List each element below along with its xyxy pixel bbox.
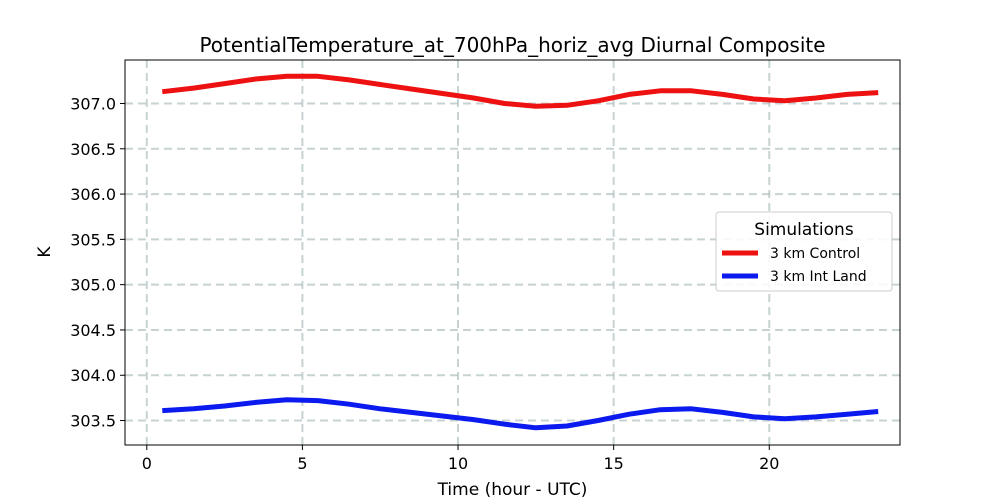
x-tick-label: 10 [448, 454, 468, 473]
series-line-control [162, 73, 879, 109]
x-tick-label: 5 [297, 454, 307, 473]
y-axis-ticks: 303.5 304.0 304.5 305.0 305.5 306.0 306.5 307.0 [70, 94, 125, 431]
legend: Simulations 3 km Control 3 km Int Land [715, 211, 893, 292]
x-axis-title: Time (hour - UTC) [437, 480, 588, 500]
legend-title: Simulations [754, 220, 854, 240]
series-lines [162, 73, 879, 431]
y-tick-label: 306.5 [70, 140, 116, 159]
y-tick-label: 305.5 [70, 230, 116, 249]
y-tick-label: 306.0 [70, 185, 116, 204]
legend-box [715, 211, 893, 292]
x-tick-label: 20 [759, 454, 779, 473]
y-tick-label: 304.5 [70, 321, 116, 340]
y-tick-label: 305.0 [70, 276, 116, 295]
legend-label-int-land: 3 km Int Land [770, 269, 867, 285]
y-tick-label: 303.5 [70, 412, 116, 431]
legend-label-control: 3 km Control [770, 246, 860, 262]
y-tick-label: 304.0 [70, 366, 116, 385]
x-axis-ticks: 0 5 10 15 20 [142, 445, 779, 473]
y-axis-title: K [35, 246, 55, 258]
x-tick-label: 0 [142, 454, 152, 473]
series-line-int-land [162, 397, 879, 431]
chart-title: PotentialTemperature_at_700hPa_horiz_avg… [199, 33, 825, 57]
x-tick-label: 15 [603, 454, 623, 473]
y-tick-label: 307.0 [70, 94, 116, 113]
plot-frame [124, 59, 901, 446]
